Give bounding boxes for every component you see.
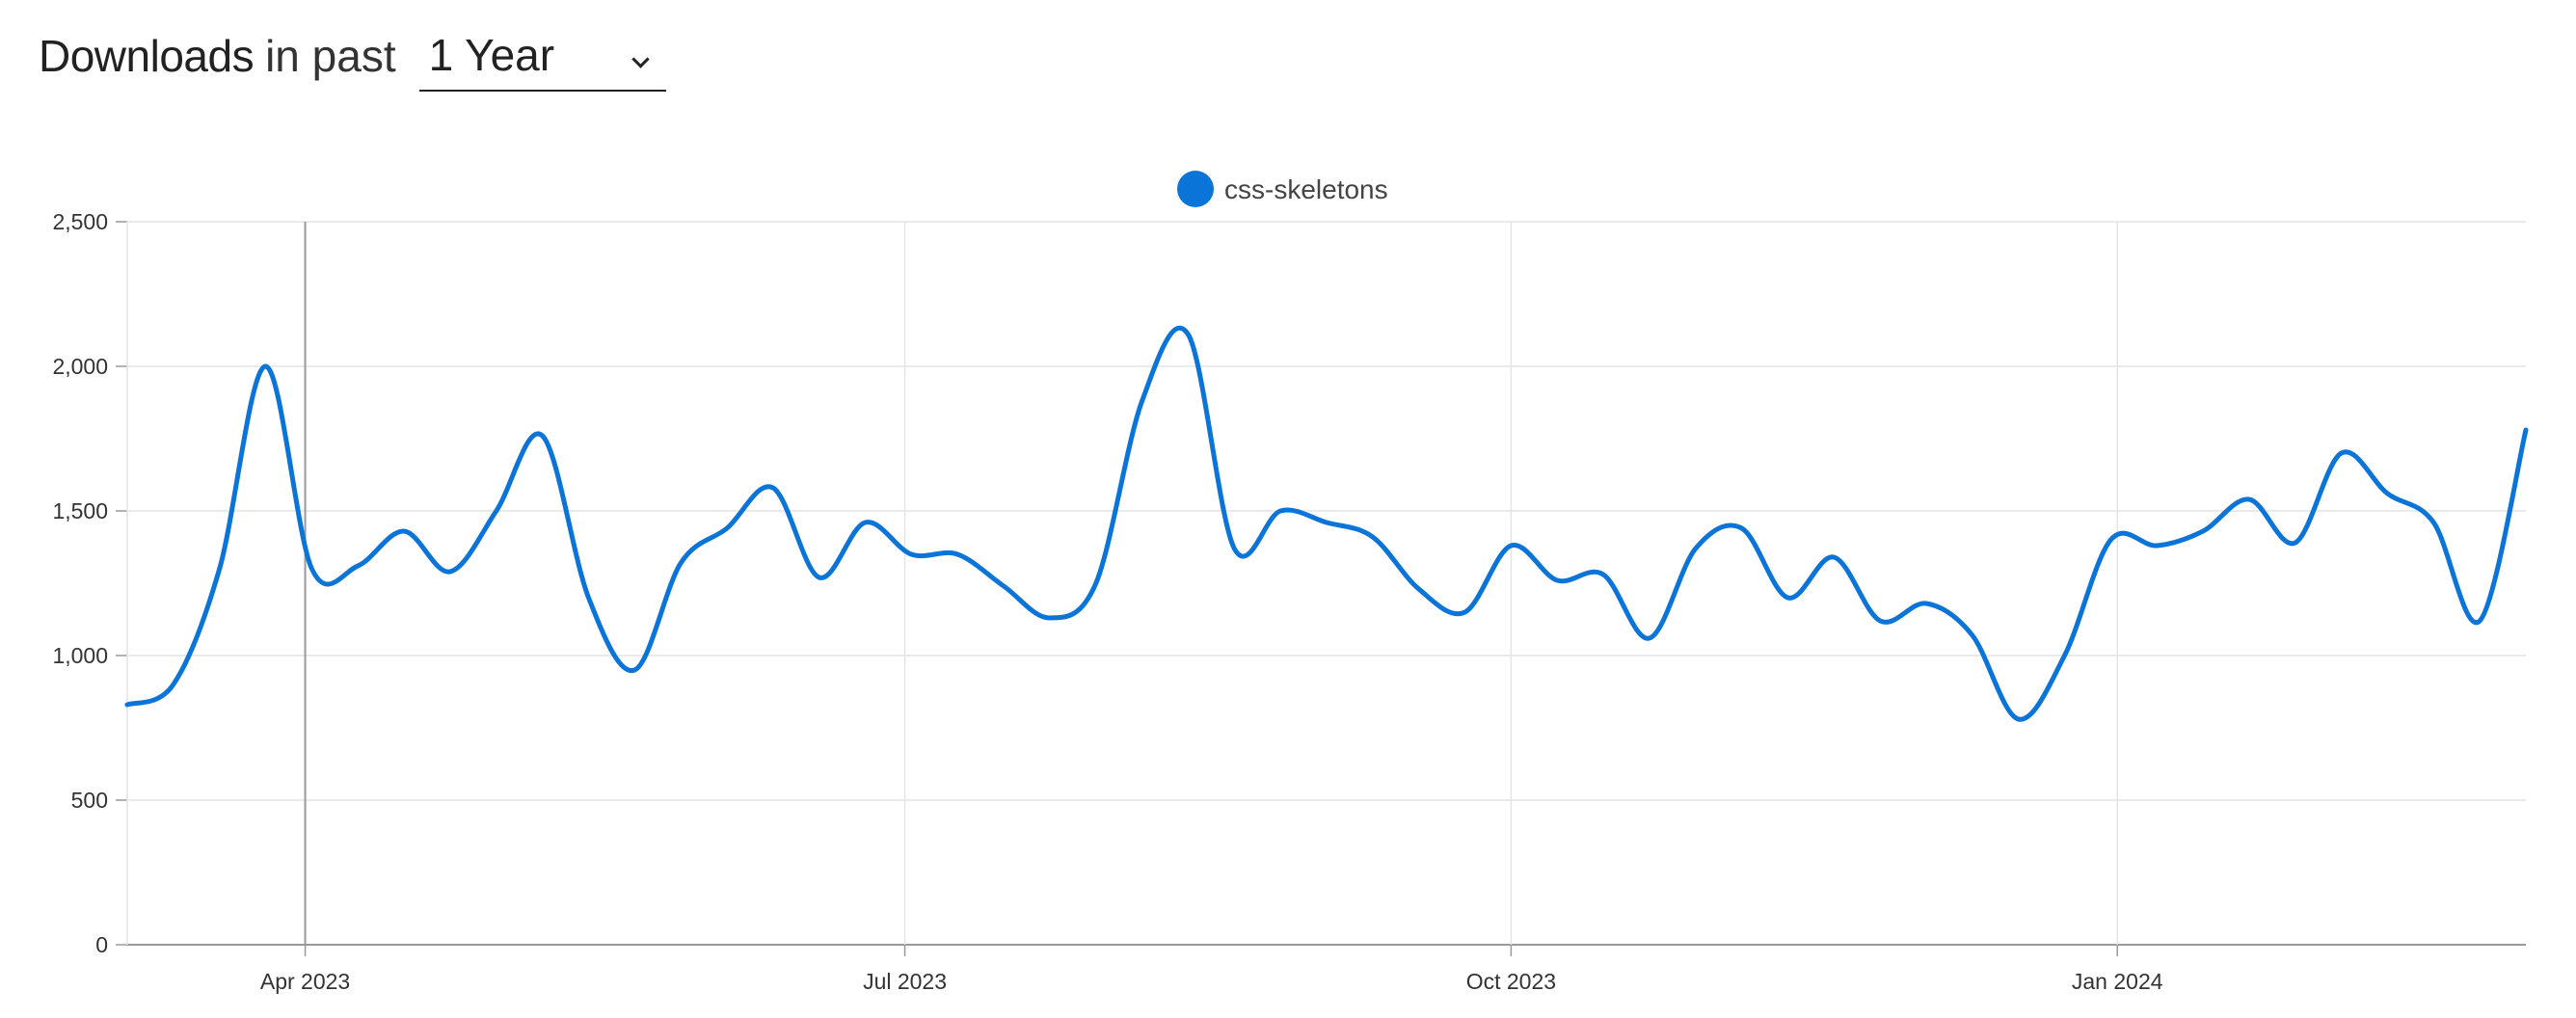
data-point[interactable] <box>1228 543 1240 554</box>
grid-layer <box>127 221 2526 946</box>
y-tick-label: 0 <box>95 932 108 957</box>
data-point[interactable] <box>1551 575 1563 586</box>
series-layer <box>121 325 2532 725</box>
data-point[interactable] <box>1967 630 1978 641</box>
data-point[interactable] <box>352 560 363 572</box>
data-point[interactable] <box>721 522 733 534</box>
period-select[interactable]: 1 Year <box>418 20 666 92</box>
data-point[interactable] <box>2474 615 2485 627</box>
data-point[interactable] <box>2243 494 2255 505</box>
data-point[interactable] <box>1044 612 1056 624</box>
data-point[interactable] <box>814 572 825 583</box>
data-point[interactable] <box>491 505 502 517</box>
period-select-value: 1 Year <box>428 30 555 80</box>
data-point[interactable] <box>1644 632 1655 644</box>
data-point[interactable] <box>905 549 917 560</box>
data-point[interactable] <box>214 563 226 575</box>
y-tick-label: 1,500 <box>52 498 108 523</box>
data-point[interactable] <box>1182 329 1194 340</box>
data-point[interactable] <box>1920 598 1932 609</box>
legend-label[interactable]: css-skeletons <box>1224 174 1388 204</box>
y-tick-label: 500 <box>71 788 108 813</box>
data-point[interactable] <box>860 517 872 528</box>
y-tick-label: 1,000 <box>52 643 108 668</box>
title-in-past: in past <box>265 31 396 81</box>
x-tick-label: Oct 2023 <box>1466 969 1556 994</box>
data-point[interactable] <box>1137 395 1148 407</box>
data-point[interactable] <box>952 549 963 560</box>
data-point[interactable] <box>1505 540 1516 551</box>
data-point[interactable] <box>1321 517 1332 528</box>
legend-swatch[interactable] <box>1177 171 1214 207</box>
x-tick-label: Jul 2023 <box>863 969 947 994</box>
data-point[interactable] <box>260 361 272 372</box>
data-point[interactable] <box>2151 540 2162 551</box>
data-point[interactable] <box>1090 577 1102 589</box>
data-point[interactable] <box>398 525 410 537</box>
data-point[interactable] <box>2105 534 2116 546</box>
data-point[interactable] <box>1874 615 1886 627</box>
data-point[interactable] <box>2197 525 2209 537</box>
data-point[interactable] <box>168 679 179 690</box>
data-point[interactable] <box>675 557 686 569</box>
data-point[interactable] <box>2336 447 2348 459</box>
data-point[interactable] <box>998 580 1009 592</box>
data-point[interactable] <box>1782 592 1793 603</box>
data-point[interactable] <box>2013 713 2025 725</box>
data-point[interactable] <box>2520 424 2532 436</box>
series-line-css-skeletons[interactable] <box>124 325 2529 722</box>
data-point[interactable] <box>1275 505 1286 517</box>
data-point[interactable] <box>2381 488 2393 499</box>
data-point[interactable] <box>2059 650 2071 661</box>
data-point[interactable] <box>121 699 133 710</box>
data-point[interactable] <box>2428 517 2439 528</box>
data-point[interactable] <box>1597 569 1609 580</box>
x-tick-label: Apr 2023 <box>260 969 350 994</box>
legend[interactable]: css-skeletons <box>1177 171 1388 207</box>
y-tick-label: 2,500 <box>52 209 108 234</box>
title-downloads: Downloads <box>39 31 255 81</box>
data-point[interactable] <box>1690 543 1702 554</box>
data-point[interactable] <box>629 664 640 676</box>
axis-layer: 0 500 1,000 1,500 2,000 2,500 Apr 2023 Jul 2023… <box>52 209 2162 994</box>
y-tick-label: 2,000 <box>52 354 108 379</box>
data-point[interactable] <box>1413 583 1425 595</box>
data-point[interactable] <box>537 430 549 442</box>
data-point[interactable] <box>1736 522 1748 534</box>
data-point[interactable] <box>2290 537 2301 549</box>
data-point[interactable] <box>767 482 779 494</box>
x-tick-label: Jan 2024 <box>2072 969 2163 994</box>
chart-header: Downloads in past 1 Year <box>39 17 666 94</box>
data-point[interactable] <box>582 592 594 603</box>
data-point[interactable] <box>1828 551 1839 563</box>
data-point[interactable] <box>1460 606 1471 618</box>
data-point[interactable] <box>1367 531 1379 543</box>
data-point[interactable] <box>444 566 456 577</box>
data-point[interactable] <box>306 563 317 575</box>
